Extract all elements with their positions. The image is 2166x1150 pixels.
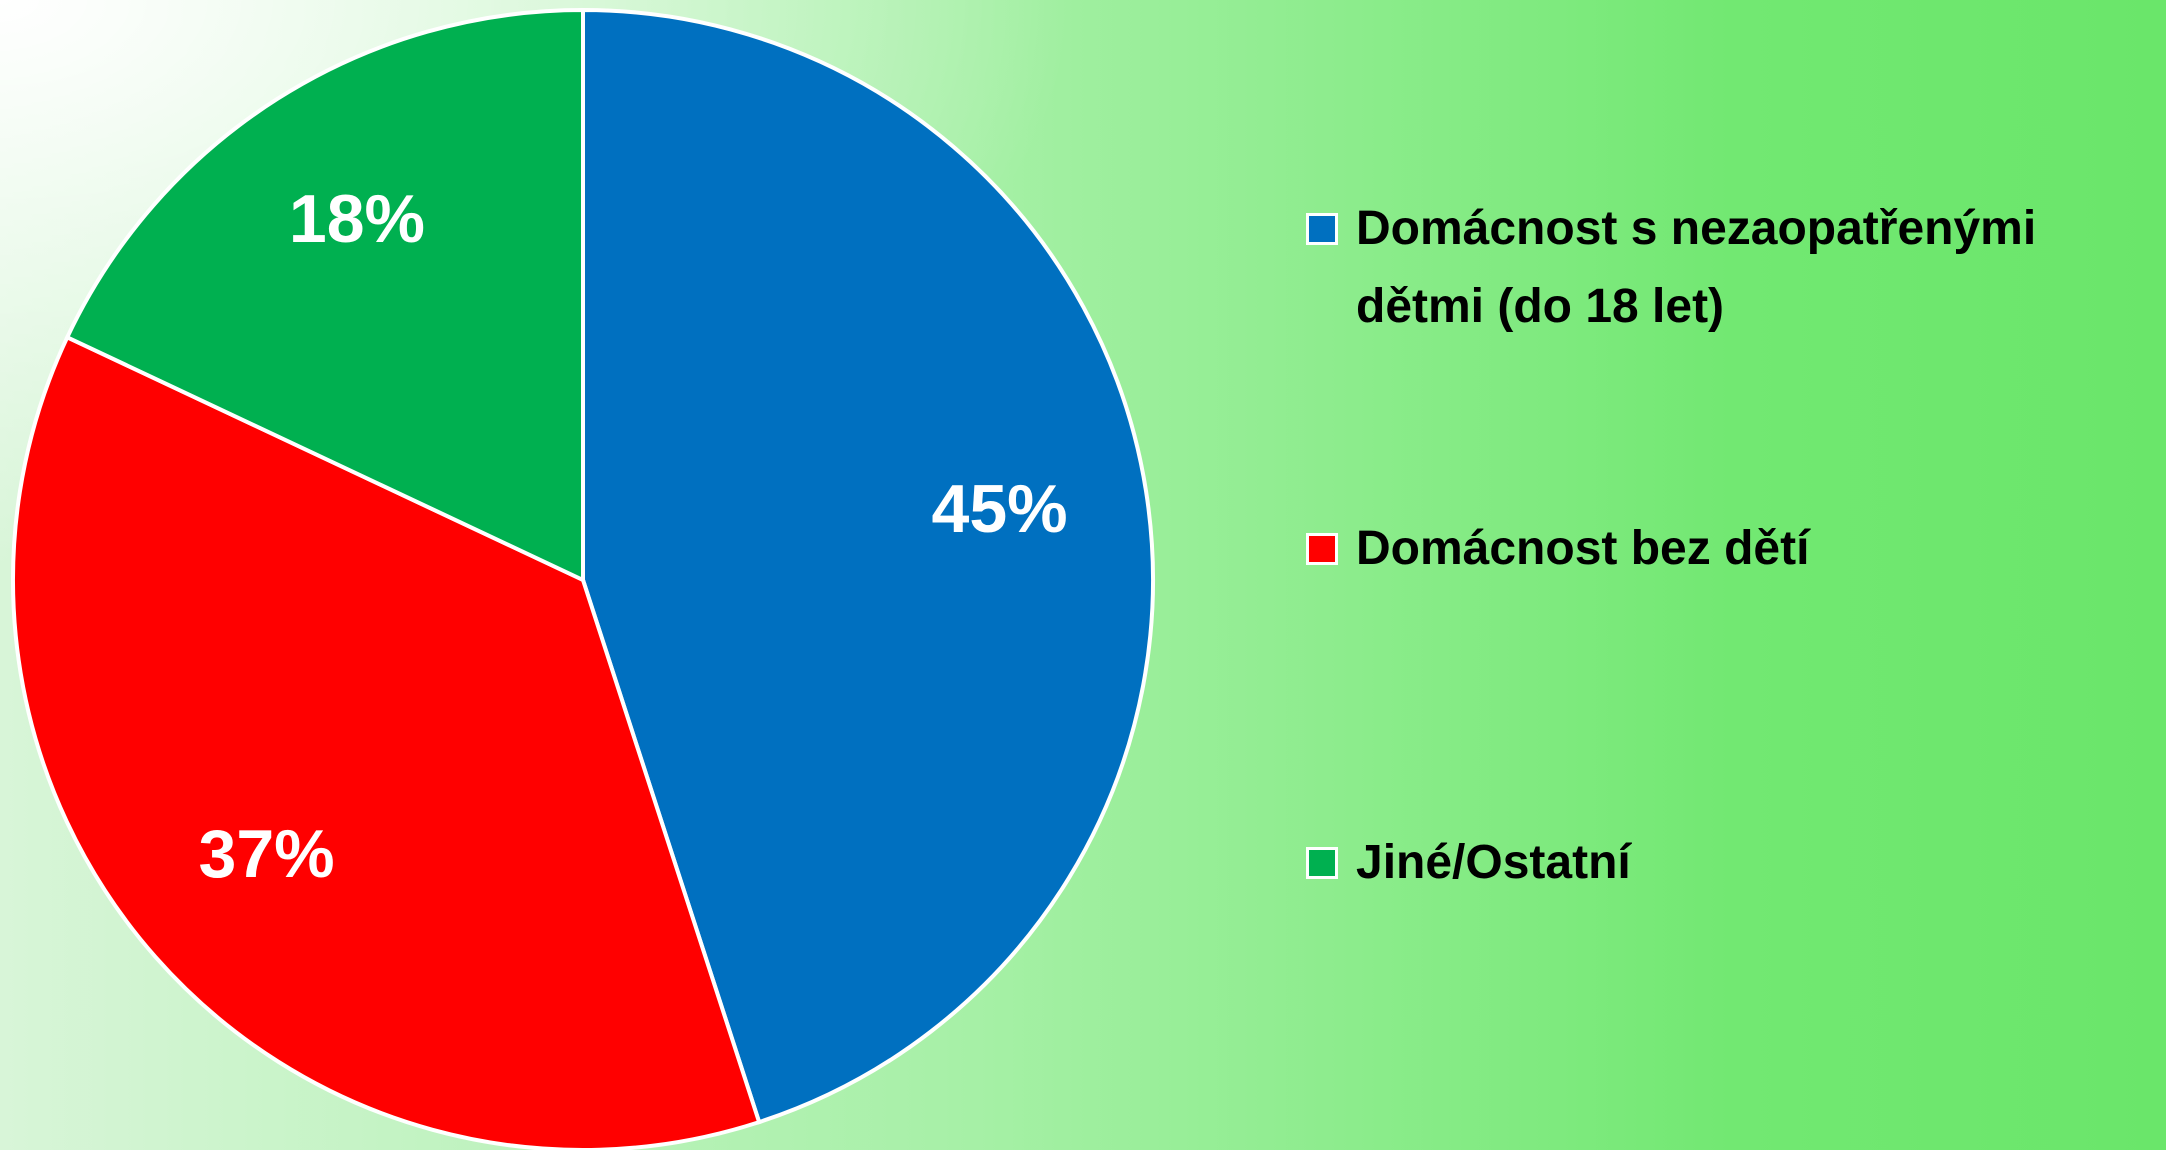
data-label: 18% — [289, 181, 425, 257]
pie-slice — [581, 7, 1155, 1125]
data-label: 45% — [932, 471, 1068, 547]
legend-label: Domácnost bez dětí — [1356, 522, 1810, 575]
legend-label: Jiné/Ostatní — [1356, 836, 1631, 889]
legend-item: Jiné/Ostatní — [1306, 824, 2156, 902]
legend-label: Domácnost s nezaopatřenými dětmi (do 18 … — [1356, 202, 2037, 333]
chart: 45% 37% 18% — [13, 7, 1155, 1150]
legend-item: Domácnost bez dětí — [1306, 510, 2156, 588]
legend-swatch — [1306, 847, 1338, 879]
data-label: 37% — [199, 816, 335, 892]
legend-swatch — [1306, 213, 1338, 245]
pie-slice — [64, 7, 585, 584]
legend-swatch — [1306, 533, 1338, 565]
legend-item: Domácnost s nezaopatřenými dětmi (do 18 … — [1306, 190, 2156, 346]
